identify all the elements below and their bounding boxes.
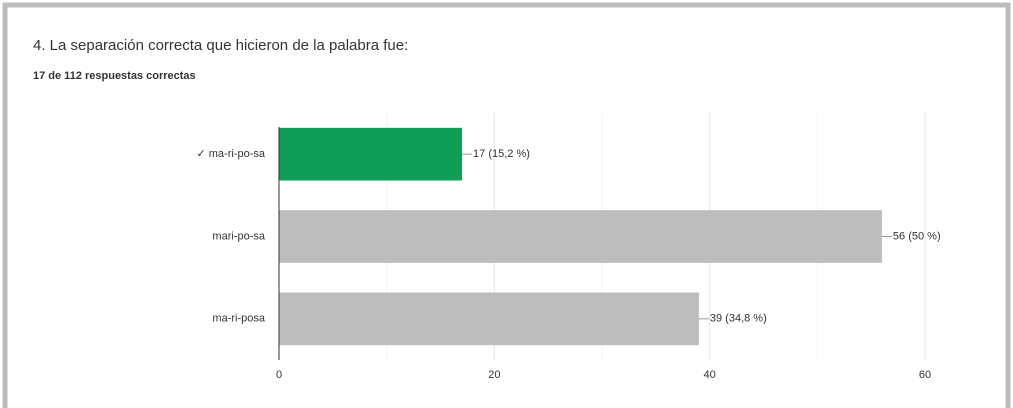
y-tick-label: mari-po-sa xyxy=(212,230,265,242)
value-label: 39 (34,8 %) xyxy=(710,313,767,325)
x-tick-label: 40 xyxy=(704,369,716,381)
y-tick-label: ✓ ma-ri-po-sa xyxy=(196,148,265,160)
x-tick-label: 0 xyxy=(276,369,282,381)
chart-title: 4. La separación correcta que hicieron d… xyxy=(33,37,408,54)
bar xyxy=(279,292,699,346)
bar xyxy=(279,210,882,263)
chart-subtitle: 17 de 112 respuestas correctas xyxy=(33,70,196,82)
x-tick-label: 20 xyxy=(488,369,500,381)
y-tick-label: ma-ri-posa xyxy=(212,313,265,325)
bar xyxy=(279,127,463,181)
value-label: 17 (15,2 %) xyxy=(473,148,530,160)
x-tick-label: 60 xyxy=(919,369,931,381)
value-label: 56 (50 %) xyxy=(893,230,941,242)
